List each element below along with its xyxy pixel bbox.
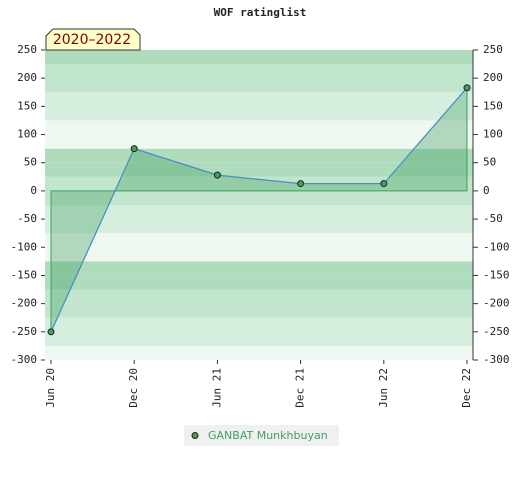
- y2-tick-label: 250: [483, 43, 503, 56]
- y-tick-label: 0: [30, 184, 37, 197]
- y2-tick-label: 0: [483, 184, 490, 197]
- legend-marker: [191, 432, 199, 439]
- band: [45, 50, 473, 65]
- band: [45, 219, 473, 234]
- band: [45, 176, 473, 191]
- y-tick-label: -150: [11, 268, 38, 281]
- x-tick-label: Jun 21: [210, 368, 223, 408]
- band: [45, 317, 473, 332]
- y2-tick-label: 200: [483, 71, 503, 84]
- band: [45, 78, 473, 93]
- y-tick-label: -250: [11, 325, 38, 338]
- y-tick-label: 50: [24, 156, 37, 169]
- y2-tick-label: -300: [483, 353, 510, 366]
- point: [47, 328, 55, 336]
- x-tick-label: Dec 22: [460, 368, 473, 408]
- y2-tick-label: -250: [483, 325, 510, 338]
- y2-tick-label: -150: [483, 268, 510, 281]
- band: [45, 331, 473, 346]
- y-tick-label: 100: [17, 128, 37, 141]
- y2-tick-label: 100: [483, 128, 503, 141]
- point: [213, 171, 221, 179]
- band: [45, 106, 473, 121]
- y-tick-label: -50: [17, 212, 37, 225]
- band: [45, 275, 473, 290]
- y2-tick-label: 50: [483, 156, 496, 169]
- band: [45, 92, 473, 107]
- band: [45, 233, 473, 248]
- band: [45, 289, 473, 304]
- x-tick-label: Dec 21: [294, 368, 307, 408]
- band: [45, 134, 473, 149]
- y2-tick-label: -200: [483, 297, 510, 310]
- plot: [47, 84, 471, 336]
- band: [45, 148, 473, 163]
- point: [463, 84, 471, 92]
- band: [45, 120, 473, 135]
- band: [45, 162, 473, 177]
- y2-tick-label: -50: [483, 212, 503, 225]
- chart-title: WOF ratinglist: [214, 6, 307, 19]
- x-tick-label: Jun 20: [44, 368, 57, 408]
- y-tick-label: -100: [11, 240, 38, 253]
- y2-tick-label: -100: [483, 240, 510, 253]
- legend-label: GANBAT Munkhbuyan: [208, 429, 328, 442]
- band: [45, 345, 473, 360]
- background: [45, 50, 473, 360]
- annotation-box: [45, 28, 141, 51]
- x-tick-label: Jun 22: [377, 368, 390, 408]
- y-tick-label: -300: [11, 353, 38, 366]
- x-tick-label: Dec 20: [127, 368, 140, 408]
- line: [50, 87, 468, 333]
- band: [45, 205, 473, 220]
- band: [45, 64, 473, 79]
- y2-tick-label: 150: [483, 99, 503, 112]
- y-tick-label: 150: [17, 99, 37, 112]
- annotation: 2020–2022: [53, 32, 131, 48]
- point: [380, 180, 388, 188]
- legend: [184, 425, 339, 446]
- band: [45, 247, 473, 262]
- y-tick-label: -200: [11, 297, 38, 310]
- band: [45, 261, 473, 276]
- y-tick-label: 250: [17, 43, 37, 56]
- band: [45, 303, 473, 318]
- band: [45, 190, 473, 205]
- point: [130, 145, 138, 153]
- point: [297, 180, 305, 188]
- y-tick-label: 200: [17, 71, 37, 84]
